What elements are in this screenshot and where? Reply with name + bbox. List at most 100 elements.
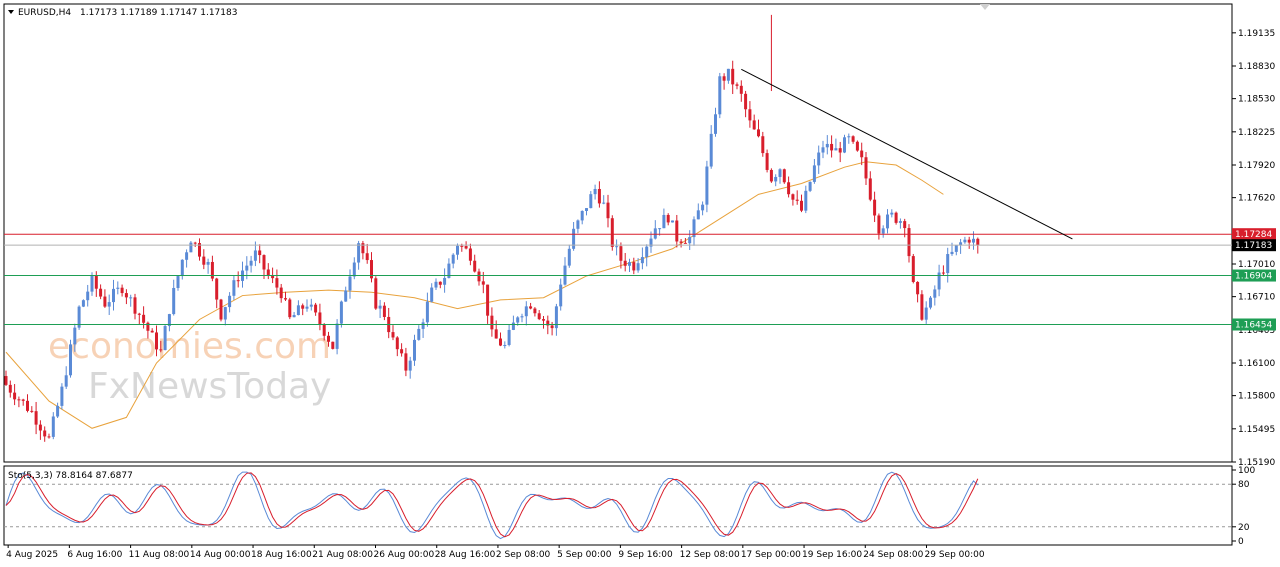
candle-body (933, 289, 937, 298)
y-tick-label: 1.15495 (1238, 425, 1275, 435)
candle-body (554, 306, 558, 329)
current-price-line-tag (1232, 239, 1276, 252)
candle-body (120, 287, 124, 294)
candle-body (705, 166, 709, 205)
candle-body (189, 242, 193, 253)
support-line-1-tag-label: 1.16904 (1235, 272, 1272, 282)
candle-body (907, 228, 911, 257)
candle-body (877, 215, 881, 234)
candle-body (447, 263, 451, 278)
candle-body (374, 278, 378, 309)
candle-body (210, 261, 214, 279)
candle-body (309, 304, 313, 307)
candle-body (198, 243, 201, 257)
candle-body (490, 315, 494, 330)
x-tick-label: 9 Sep 16:00 (618, 550, 673, 560)
x-tick-label: 2 Sep 08:00 (496, 550, 551, 560)
candle-body (107, 302, 111, 307)
stochastic-panel[interactable] (3, 465, 1233, 546)
candle-body (400, 349, 404, 354)
x-tick-label: 11 Aug 08:00 (129, 550, 190, 560)
x-tick-label: 5 Sep 00:00 (557, 550, 612, 560)
candle-body (744, 93, 748, 110)
candle-body (550, 325, 554, 329)
candle-body (133, 297, 137, 314)
candle-body (658, 228, 662, 230)
candle-body (636, 263, 640, 271)
candle-body (666, 214, 670, 223)
candle-body (408, 360, 412, 371)
candle-body (228, 295, 232, 308)
candle-body (511, 322, 515, 330)
candle-body (714, 114, 717, 134)
candle-body (73, 327, 77, 345)
candle-body (890, 212, 894, 215)
candle-body (284, 298, 287, 300)
candle-body (722, 76, 726, 81)
candle-body (335, 323, 339, 349)
candle-body (765, 153, 769, 170)
candle-body (615, 246, 619, 248)
candle-body (739, 85, 743, 94)
x-tick-label: 18 Aug 16:00 (251, 550, 312, 560)
candle-body (516, 317, 520, 323)
candle-body (288, 299, 292, 318)
candle-body (77, 306, 81, 328)
candle-body (946, 254, 950, 274)
trendline[interactable] (741, 68, 1073, 240)
candle-body (456, 245, 459, 255)
candle-body (774, 176, 778, 182)
candle-body (567, 248, 571, 266)
candle-body (473, 260, 477, 272)
candle-body (245, 265, 249, 271)
candle-body (137, 313, 141, 315)
y-tick-label: 1.16100 (1238, 359, 1275, 369)
x-tick-label: 26 Aug 00:00 (373, 550, 434, 560)
price-axis: 1.19135 1.18830 1.18530 1.18225 1.17920 1.176… (1232, 29, 1275, 468)
candle-body (451, 254, 455, 264)
candle-body (417, 328, 421, 340)
candle-body (17, 399, 21, 401)
candle-body (864, 157, 868, 179)
x-tick-label: 4 Aug 2025 (6, 550, 58, 560)
candle-body (180, 259, 184, 277)
x-tick-label: 21 Aug 08:00 (312, 550, 373, 560)
y-tick-label: 1.17010 (1238, 260, 1275, 270)
candle-body (86, 291, 90, 301)
stochastic-title: Sto(5,3,3) 78.8164 87.6877 (8, 471, 133, 481)
candle-body (671, 220, 674, 223)
candle-body (726, 68, 730, 81)
candle-body (542, 319, 545, 321)
candle-body (507, 329, 511, 345)
candle-body (112, 288, 115, 303)
candle-body (322, 324, 326, 336)
candle-body (348, 276, 352, 291)
stoch-y-tick-label: 0 (1238, 537, 1244, 547)
candle-body (972, 238, 975, 243)
candle-body (494, 329, 498, 339)
candle-body (898, 221, 902, 223)
candle-body (443, 277, 447, 285)
candle-body (838, 148, 842, 153)
candle-body (808, 181, 812, 191)
x-tick-label: 28 Aug 16:00 (435, 550, 496, 560)
candle-body (339, 301, 343, 324)
dropdown-triangle-icon[interactable] (8, 10, 14, 14)
candle-body (391, 332, 395, 338)
chart-shift-icon[interactable] (980, 4, 990, 10)
candle-body (94, 275, 98, 289)
candle-body (21, 399, 25, 401)
candle-body (843, 137, 846, 153)
candle-body (434, 281, 438, 288)
stoch-y-tick-label: 100 (1238, 466, 1255, 476)
candle-body (662, 214, 666, 229)
stochastic-signal-line (5, 472, 979, 538)
candle-body (193, 242, 197, 244)
candle-body (748, 109, 752, 121)
candle-body (382, 305, 386, 317)
candle-body (167, 314, 171, 327)
candle-body (920, 294, 924, 320)
candle-body (924, 307, 928, 320)
